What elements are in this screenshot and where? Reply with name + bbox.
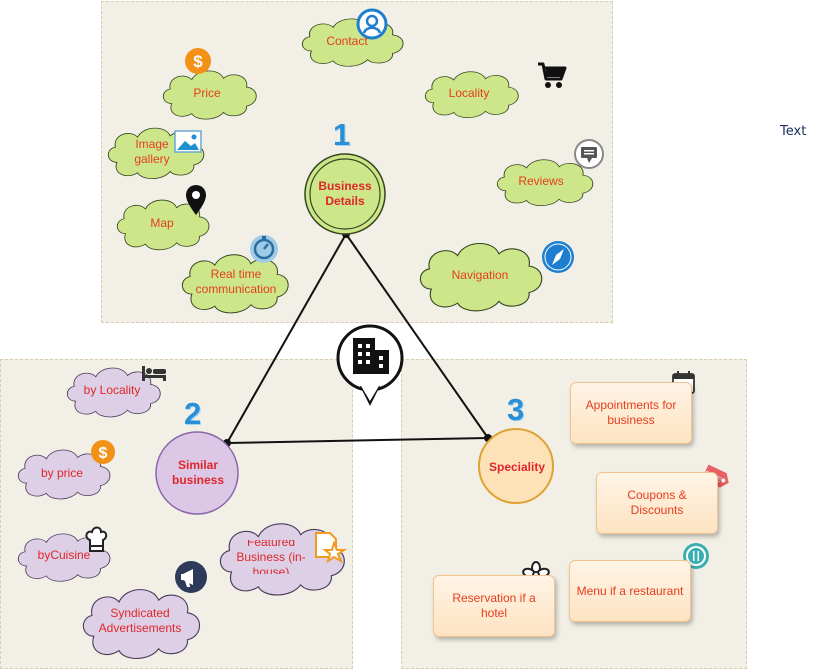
dollar-icon: $	[91, 440, 115, 464]
box-menu: Menu if a restaurant	[569, 560, 691, 622]
timer-icon	[250, 235, 278, 263]
contact-icon	[356, 8, 388, 40]
cloud-syndicated	[82, 589, 201, 660]
box-coupons: Coupons & Discounts	[596, 472, 718, 534]
side-text: Text	[780, 124, 807, 139]
cutlery-icon	[683, 543, 709, 569]
star-doc-icon	[315, 532, 348, 564]
cloud-price	[162, 70, 257, 120]
cloud-navigation	[419, 242, 543, 312]
box-reservation: Reservation if a hotel	[433, 575, 555, 637]
cloud-locality	[424, 71, 519, 119]
cloud-contact	[301, 18, 404, 67]
chat-icon	[574, 139, 604, 169]
node-number-3: 3	[507, 392, 525, 427]
chef-hat-icon	[85, 526, 108, 552]
cloud-reviews	[496, 159, 594, 207]
node-number-2: 2	[184, 396, 202, 431]
megaphone-icon	[175, 561, 207, 593]
image-icon	[174, 130, 202, 153]
compass-icon	[542, 241, 574, 273]
box-appointments: Appointments for business	[570, 382, 692, 444]
cart-icon	[538, 62, 567, 88]
svg-text:$: $	[193, 52, 203, 71]
dollar-icon: $	[185, 48, 211, 74]
connector-triangle	[226, 233, 489, 444]
similar-business-node	[155, 431, 239, 515]
business-details-node	[304, 153, 386, 235]
cloud-realtime	[181, 254, 289, 314]
bed-icon	[142, 366, 166, 381]
map-pin-icon	[186, 185, 206, 215]
svg-text:$: $	[99, 445, 108, 462]
speciality-node	[478, 428, 554, 504]
building-pin-icon	[336, 324, 404, 406]
node-number-1: 1	[333, 117, 351, 152]
